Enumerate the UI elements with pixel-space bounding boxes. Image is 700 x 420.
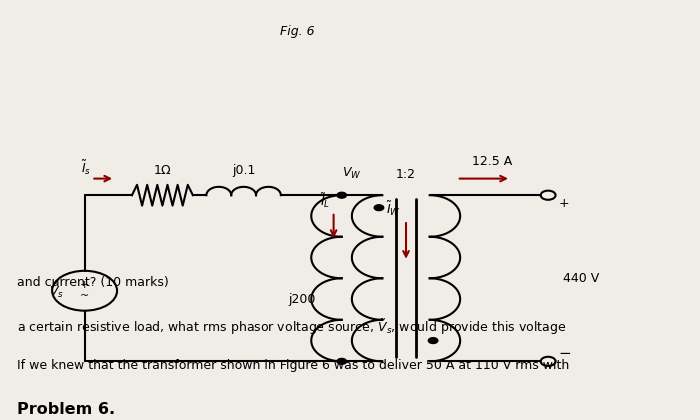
Text: 1$\Omega$: 1$\Omega$ bbox=[153, 163, 172, 176]
Text: $\tilde{I}_W$: $\tilde{I}_W$ bbox=[386, 200, 400, 218]
Text: +: + bbox=[80, 280, 90, 290]
Text: +: + bbox=[559, 197, 569, 210]
Text: a certain resistive load, what rms phasor voltage source, $\tilde{V}_{s}$, would: a certain resistive load, what rms phaso… bbox=[17, 318, 566, 337]
Text: −: − bbox=[559, 346, 571, 360]
Text: $\tilde{I}_L$: $\tilde{I}_L$ bbox=[320, 191, 330, 210]
Circle shape bbox=[337, 192, 346, 198]
Text: j200: j200 bbox=[288, 293, 316, 306]
Circle shape bbox=[428, 338, 438, 344]
Text: $\tilde{I}_s$: $\tilde{I}_s$ bbox=[81, 158, 92, 176]
Text: If we knew that the transformer shown in Figure 6 was to deliver 50 A at 110 V r: If we knew that the transformer shown in… bbox=[17, 359, 569, 372]
Text: 12.5 A: 12.5 A bbox=[473, 155, 512, 168]
Text: ~: ~ bbox=[80, 291, 89, 301]
Text: 440 V: 440 V bbox=[563, 272, 599, 285]
Text: Fig. 6: Fig. 6 bbox=[281, 25, 315, 38]
Text: 1:2: 1:2 bbox=[396, 168, 416, 181]
Circle shape bbox=[337, 358, 346, 364]
Text: $V_W$: $V_W$ bbox=[342, 165, 362, 181]
Text: Problem 6.: Problem 6. bbox=[17, 402, 115, 417]
Circle shape bbox=[374, 205, 384, 210]
Text: $\tilde{V}_s$: $\tilde{V}_s$ bbox=[49, 281, 64, 300]
Text: j0.1: j0.1 bbox=[232, 163, 256, 176]
Text: and current? (10 marks): and current? (10 marks) bbox=[17, 276, 169, 289]
